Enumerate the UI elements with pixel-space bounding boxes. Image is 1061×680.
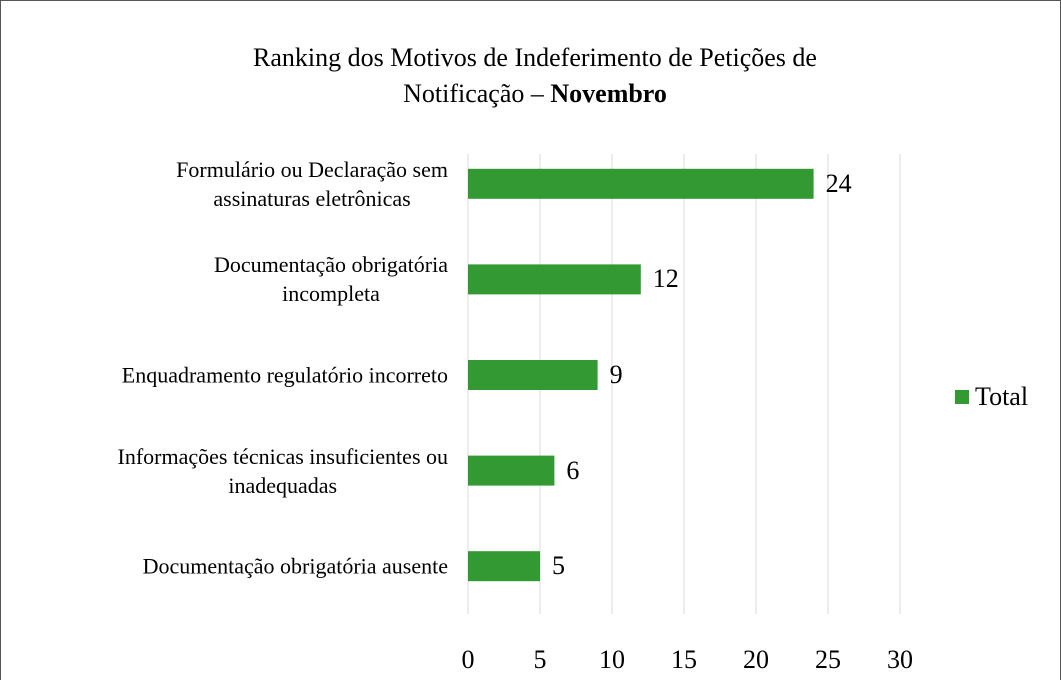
value-label: 5: [552, 551, 565, 581]
category-label: Documentação obrigatória incompleta: [214, 252, 448, 307]
bar: [468, 264, 641, 295]
x-tick-label: 20: [743, 645, 769, 674]
x-tick-label: 5: [533, 645, 547, 674]
bar: [468, 168, 814, 199]
category-label: Informações técnicas insuficientes ou in…: [117, 443, 448, 498]
x-tick-label: 15: [671, 645, 697, 674]
x-tick-label: 10: [599, 645, 625, 674]
value-label: 24: [825, 168, 852, 198]
value-label: 9: [609, 360, 623, 389]
value-label: 6: [566, 455, 580, 485]
title-text: Ranking dos Motivos de Indeferimento de …: [253, 43, 817, 108]
bar: [468, 360, 598, 390]
value-label: 12: [652, 264, 679, 294]
x-tick-label: 25: [815, 645, 841, 674]
legend-label: Total: [975, 382, 1029, 411]
chart-title: Ranking dos Motivos de Indeferimento de …: [170, 40, 900, 112]
x-tick-label: 30: [887, 645, 913, 674]
bar: [468, 551, 540, 582]
bar: [468, 455, 555, 486]
category-label: Documentação obrigatória ausente: [142, 553, 448, 579]
legend-swatch: [955, 390, 969, 404]
category-label: Formulário ou Declaração sem assinaturas…: [176, 156, 448, 211]
category-label: Enquadramento regulatório incorreto: [121, 362, 448, 388]
x-tick-label: 0: [461, 645, 475, 674]
title-bold: Novembro: [550, 79, 667, 108]
